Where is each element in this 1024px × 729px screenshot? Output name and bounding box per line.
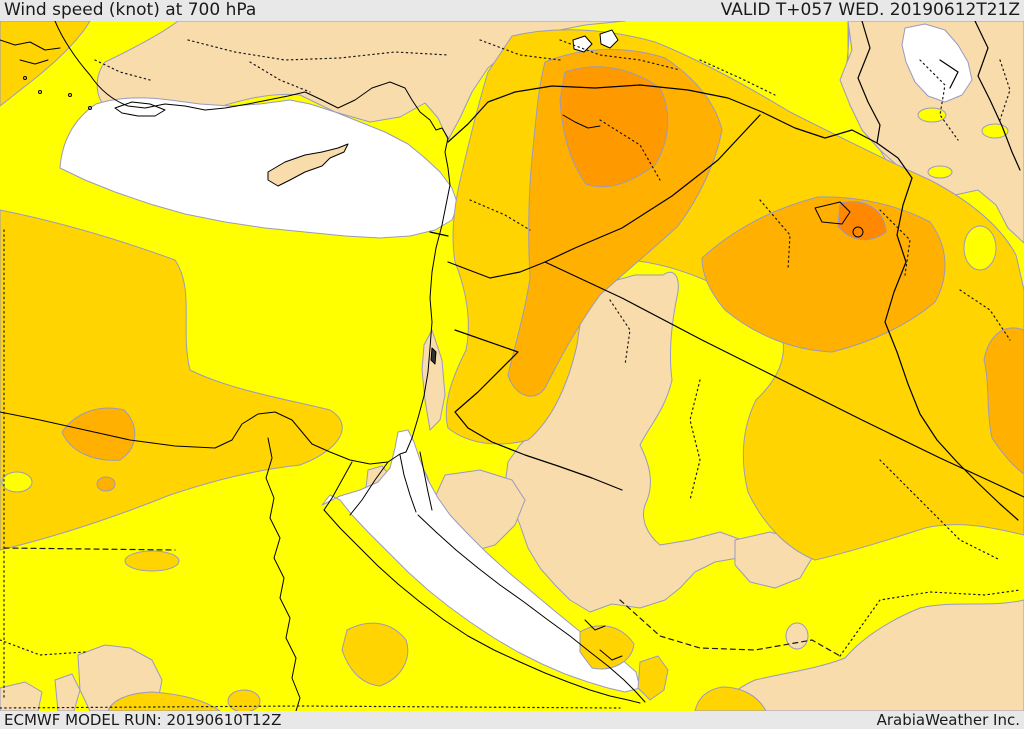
fill-yellow-holes — [1, 107, 1009, 493]
header-bar: Wind speed (knot) at 700 hPa VALID T+057… — [0, 0, 1024, 21]
map-title: Wind speed (knot) at 700 hPa — [4, 0, 257, 20]
country-borders — [429, 21, 1024, 521]
coastlines — [0, 21, 864, 711]
footer-bar: ECMWF MODEL RUN: 20190610T12Z ArabiaWeat… — [0, 711, 1024, 729]
fill-dark-orange-max — [837, 201, 887, 241]
nile-river — [265, 437, 301, 711]
fill-orange-high-wind — [61, 49, 1024, 492]
credit-label: ArabiaWeather Inc. — [876, 710, 1020, 729]
wind-map-canvas — [0, 21, 1024, 711]
admin-boundaries-dotted — [0, 39, 1021, 709]
fill-white-lowest-wind — [59, 23, 973, 693]
dashed-boundaries — [3, 547, 841, 657]
fill-deep-orange-core — [559, 66, 669, 188]
dead-sea — [430, 347, 437, 365]
wind-speed-map — [0, 21, 1024, 711]
model-run-label: ECMWF MODEL RUN: 20190610T12Z — [4, 710, 282, 729]
valid-time-label: VALID T+057 WED. 20190612T21Z — [720, 0, 1020, 20]
